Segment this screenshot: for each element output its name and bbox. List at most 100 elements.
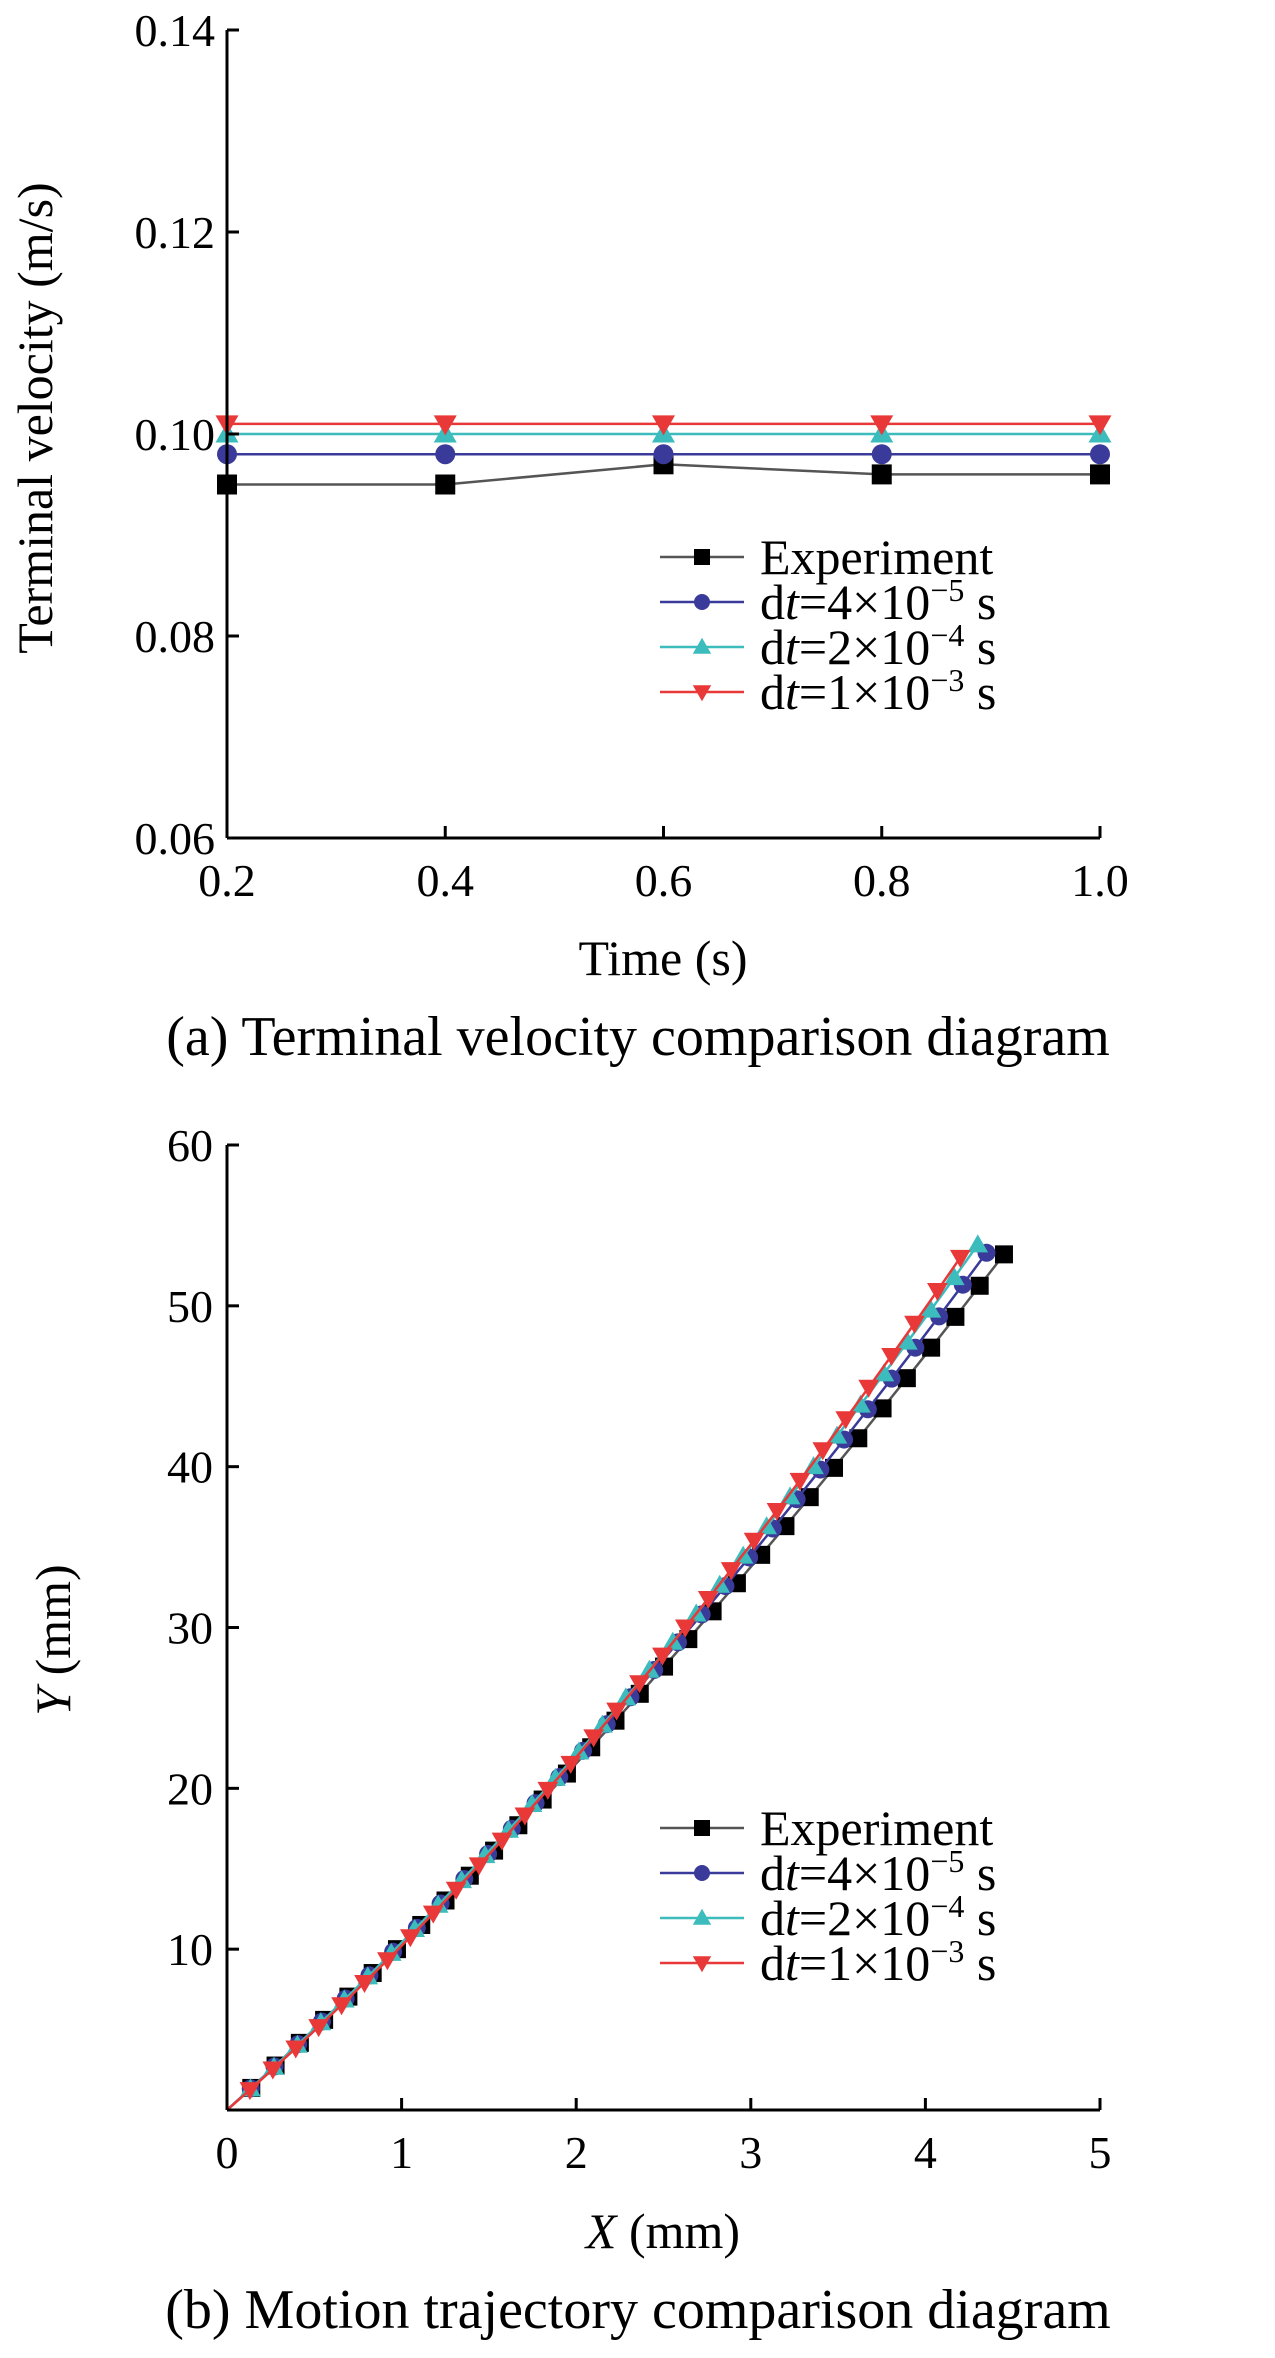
- data-point: [514, 1807, 536, 1826]
- data-point: [871, 464, 892, 485]
- x-tick-label: 1.0: [1071, 855, 1129, 906]
- data-point: [922, 1338, 941, 1357]
- chart-a-y-axis-title: Terminal velocity (m/s): [7, 182, 63, 653]
- x-tick-label: 0: [216, 2127, 239, 2178]
- y-tick-label: 20: [167, 1763, 213, 1814]
- data-point: [904, 1315, 925, 1334]
- data-point: [881, 1347, 902, 1366]
- data-point: [331, 1997, 352, 2016]
- data-point: [592, 1714, 613, 1733]
- data-point: [970, 1276, 989, 1295]
- data-point: [1090, 464, 1110, 485]
- data-point: [850, 1394, 871, 1413]
- data-point: [1090, 444, 1110, 465]
- y-tick-label: 40: [167, 1442, 213, 1493]
- legend-marker: [692, 1908, 712, 1925]
- data-point: [946, 1307, 965, 1326]
- x-tick-label: 0.8: [853, 855, 911, 906]
- data-point: [422, 1905, 444, 1924]
- y-tick-label: 30: [167, 1603, 213, 1654]
- data-point: [468, 1857, 490, 1876]
- chart-a-plot-area: [215, 415, 1112, 495]
- y-tick-label: 0.10: [135, 409, 216, 460]
- y-tick-label: 50: [167, 1281, 213, 1332]
- legend-marker: [694, 1865, 710, 1881]
- chart-b-y-axis-title: Y (mm): [25, 1564, 81, 1715]
- data-point: [949, 1249, 971, 1268]
- data-point: [560, 1755, 582, 1774]
- chart-a-x-axis-title: Time (s): [578, 930, 747, 986]
- y-tick-label: 0.14: [135, 5, 216, 56]
- data-point: [239, 2082, 261, 2101]
- legend-marker: [694, 594, 710, 610]
- legend-marker: [694, 549, 710, 565]
- data-point: [308, 2019, 330, 2038]
- x-tick-label: 0.2: [198, 855, 256, 906]
- legend-label: dt=4×10−5 s: [760, 1843, 996, 1901]
- data-point: [858, 1379, 880, 1398]
- data-point: [435, 474, 456, 495]
- legend-marker: [692, 1956, 712, 1973]
- data-point: [638, 1659, 660, 1678]
- data-point: [674, 1619, 696, 1638]
- data-point: [697, 1591, 719, 1610]
- series: [215, 415, 1112, 436]
- legend-label: Experiment: [760, 1800, 993, 1856]
- data-point: [927, 1283, 948, 1302]
- chart-b-y-ticks: 10 20 30 40 50 60: [167, 1120, 239, 1975]
- chart-b-caption: (b) Motion trajectory comparison diagram: [165, 2279, 1111, 2341]
- data-point: [652, 415, 675, 436]
- data-point: [871, 444, 892, 465]
- data-point: [812, 1442, 834, 1461]
- series: [217, 444, 1110, 465]
- y-tick-label: 0.12: [135, 207, 216, 258]
- data-point: [354, 1974, 375, 1993]
- data-point: [920, 1299, 942, 1318]
- data-point: [583, 1729, 605, 1748]
- data-point: [433, 415, 457, 436]
- data-point: [262, 2061, 284, 2080]
- data-point: [1088, 415, 1112, 436]
- data-point: [897, 1331, 918, 1350]
- legend-label: dt=1×10−3 s: [760, 662, 996, 720]
- legend-marker: [694, 1820, 710, 1836]
- data-point: [399, 1929, 421, 1948]
- data-point: [652, 1647, 673, 1666]
- legend-label: dt=2×10−4 s: [760, 617, 996, 675]
- y-tick-label: 60: [167, 1120, 213, 1171]
- y-tick-label: 0.06: [135, 813, 216, 864]
- data-point: [967, 1234, 989, 1253]
- x-tick-label: 0.4: [417, 855, 475, 906]
- y-tick-label: 10: [167, 1924, 213, 1975]
- data-point: [491, 1832, 513, 1851]
- legend-label: dt=1×10−3 s: [760, 1933, 996, 1991]
- data-point: [766, 1502, 788, 1521]
- chart-b-x-axis-title: X (mm): [584, 2203, 740, 2259]
- data-point: [615, 1687, 637, 1706]
- data-point: [285, 2040, 307, 2059]
- data-point: [789, 1472, 811, 1491]
- legend-label: Experiment: [760, 529, 993, 585]
- chart-b-plot-area: [226, 1234, 1013, 2111]
- chart-a-y-ticks: 0.06 0.08 0.10 0.12 0.14: [135, 5, 239, 864]
- x-tick-label: 2: [565, 2127, 588, 2178]
- data-point: [377, 1952, 398, 1971]
- legend-label: dt=4×10−5 s: [760, 572, 996, 630]
- series: [226, 1249, 971, 2111]
- data-point: [943, 1267, 965, 1286]
- data-point: [537, 1781, 559, 1800]
- chart-a: 0.2 0.4 0.6 0.8 1.0 0.06 0.08 0.10 0.12 0.14 Tim…: [7, 5, 1129, 1068]
- chart-a-caption: (a) Terminal velocity comparison diagram: [166, 1006, 1110, 1068]
- data-point: [629, 1675, 650, 1694]
- data-point: [653, 444, 674, 465]
- data-point: [720, 1562, 742, 1581]
- data-point: [743, 1532, 765, 1551]
- x-tick-label: 3: [739, 2127, 762, 2178]
- x-tick-label: 4: [914, 2127, 937, 2178]
- x-tick-label: 0.6: [635, 855, 693, 906]
- data-point: [835, 1411, 857, 1430]
- y-tick-label: 0.08: [135, 611, 216, 662]
